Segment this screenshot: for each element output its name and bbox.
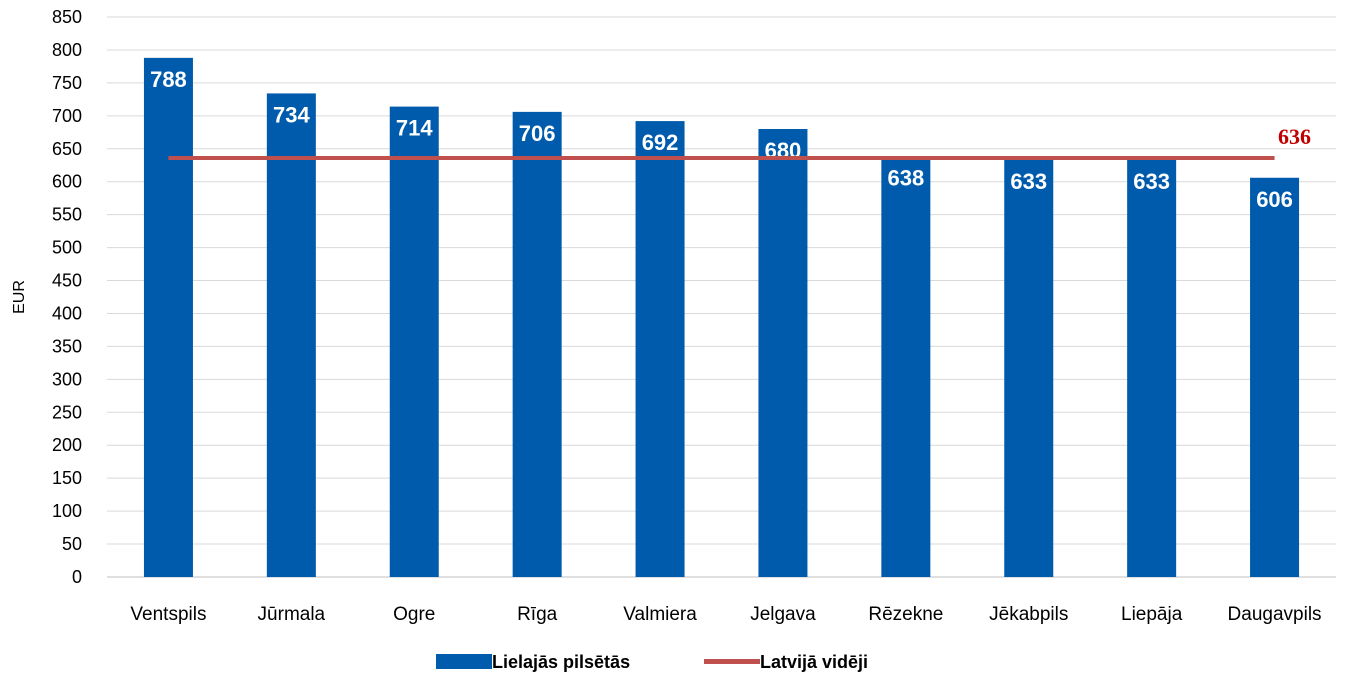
y-tick-label: 350	[52, 336, 82, 356]
y-tick-label: 250	[52, 402, 82, 422]
bar	[1004, 159, 1054, 577]
bar	[512, 111, 562, 577]
y-tick-label: 50	[62, 534, 82, 554]
bar	[1250, 177, 1300, 578]
bar	[881, 156, 931, 577]
bar-value-label: 692	[642, 130, 679, 155]
legend-line-swatch	[704, 659, 760, 664]
bar-value-label: 734	[273, 102, 310, 127]
y-tick-label: 0	[72, 567, 82, 587]
y-tick-label: 700	[52, 106, 82, 126]
x-tick-label: Jūrmala	[258, 604, 326, 625]
y-tick-label: 650	[52, 139, 82, 159]
bar-value-label: 706	[519, 121, 556, 146]
bar	[1127, 159, 1177, 577]
x-tick-label: Jelgava	[750, 604, 816, 625]
bar-value-label: 638	[887, 166, 924, 191]
average-line-group: 636	[168, 124, 1311, 160]
y-axis-label: EUR	[11, 280, 28, 314]
y-tick-label: 100	[52, 501, 82, 521]
bar	[758, 129, 808, 577]
y-tick-label: 500	[52, 238, 82, 258]
bar	[635, 121, 685, 577]
y-tick-label: 300	[52, 369, 82, 389]
bar-value-label: 714	[396, 116, 433, 141]
x-tick-label: Jēkabpils	[989, 604, 1068, 625]
bar	[266, 93, 316, 578]
y-tick-label: 600	[52, 172, 82, 192]
bar	[389, 106, 439, 577]
legend-bar-swatch	[436, 654, 492, 669]
legend-line-label: Latvijā vidēji	[760, 652, 868, 672]
bar-value-label: 606	[1256, 187, 1293, 212]
x-axis-labels: Ventspils Jūrmala Ogre Rīga Valmiera Jelgava R…	[130, 604, 1321, 625]
x-tick-label: Ventspils	[130, 604, 206, 625]
y-tick-label: 850	[52, 7, 82, 27]
y-tick-label: 800	[52, 40, 82, 60]
y-tick-label: 200	[52, 435, 82, 455]
y-tick-label: 400	[52, 303, 82, 323]
y-tick-label: 550	[52, 205, 82, 225]
x-tick-label: Ogre	[393, 604, 435, 625]
x-tick-label: Valmiera	[623, 604, 697, 625]
y-tick-label: 150	[52, 468, 82, 488]
y-axis-ticks: 0 50 100 150 200 250 300 350 400 450 500 550 600 650 7…	[52, 7, 82, 587]
y-tick-label: 450	[52, 271, 82, 291]
bar-value-label: 788	[150, 67, 187, 92]
x-tick-label: Rēzekne	[868, 604, 943, 625]
bar-value-label: 633	[1010, 169, 1047, 194]
x-tick-label: Daugavpils	[1228, 604, 1322, 625]
x-tick-label: Rīga	[517, 604, 558, 625]
legend: Lielajās pilsētās Latvijā vidēji	[436, 652, 868, 672]
bar-value-label: 633	[1133, 169, 1170, 194]
legend-bar-label: Lielajās pilsētās	[492, 652, 630, 672]
bar	[143, 57, 193, 578]
y-tick-label: 750	[52, 73, 82, 93]
x-tick-label: Liepāja	[1121, 604, 1183, 625]
average-line-label: 636	[1278, 124, 1311, 149]
